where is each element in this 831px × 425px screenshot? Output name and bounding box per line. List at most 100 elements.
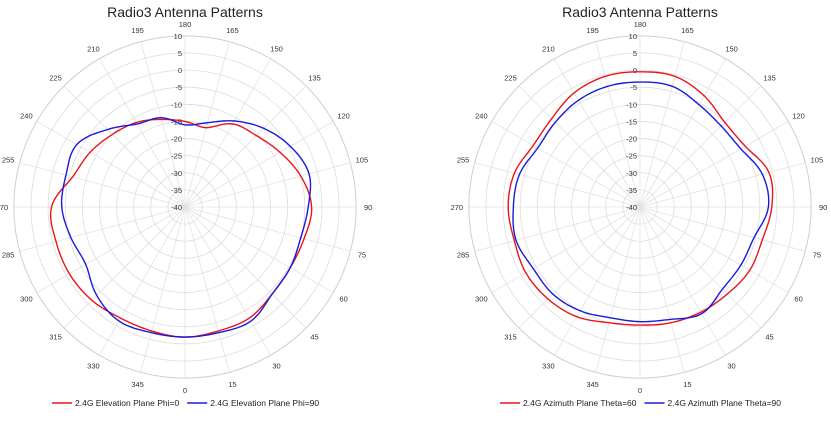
radial-tick-label: -40 <box>626 203 637 212</box>
radial-gridline <box>81 103 289 311</box>
radial-gridline <box>133 155 237 259</box>
radial-tick-label: -20 <box>626 135 637 144</box>
angle-tick-label: 15 <box>228 380 236 389</box>
angle-tick-label: 195 <box>131 26 144 35</box>
angle-tick-label: 225 <box>504 74 517 83</box>
legend-label: 2.4G Elevation Plane Phi=0 <box>75 398 179 408</box>
angle-tick-label: 330 <box>87 362 100 371</box>
angle-tick-label: 285 <box>457 250 470 259</box>
angle-tick-label: 15 <box>683 380 691 389</box>
angle-tick-label: 195 <box>586 26 599 35</box>
angle-tick-label: 210 <box>542 44 555 53</box>
radial-tick-label: -10 <box>171 100 182 109</box>
angle-tick-label: 0 <box>183 386 187 395</box>
radial-gridline <box>150 172 220 242</box>
radial-tick-label: -35 <box>171 186 182 195</box>
angle-tick-label: 240 <box>20 111 33 120</box>
angle-tick-label: 60 <box>339 295 347 304</box>
angle-tick-label: 240 <box>475 111 488 120</box>
angle-tick-label: 225 <box>49 74 62 83</box>
polar-chart-2: Radio3 Antenna Patterns1050-5-10-15-20-2… <box>451 4 828 408</box>
radial-tick-label: -5 <box>630 83 637 92</box>
radial-tick-label: 10 <box>629 32 637 41</box>
series-line-2 <box>60 116 312 338</box>
angle-tick-label: 105 <box>356 156 369 165</box>
radial-gridline <box>167 189 203 225</box>
radial-tick-label: -40 <box>171 203 182 212</box>
radial-tick-label: -30 <box>171 169 182 178</box>
legend-label: 2.4G Azimuth Plane Theta=60 <box>523 398 637 408</box>
radial-gridline <box>519 86 761 328</box>
radial-gridline <box>571 138 709 276</box>
angle-tick-label: 345 <box>131 380 144 389</box>
angle-tick-label: 60 <box>794 295 802 304</box>
radial-tick-label: -5 <box>175 83 182 92</box>
angle-tick-label: 300 <box>20 295 33 304</box>
angle-tick-label: 45 <box>765 332 773 341</box>
radial-gridline <box>47 69 323 345</box>
legend-label: 2.4G Elevation Plane Phi=90 <box>210 398 319 408</box>
series-line-1 <box>507 71 774 326</box>
angle-tick-label: 300 <box>475 295 488 304</box>
radial-gridline <box>64 86 306 328</box>
radial-gridline <box>622 189 658 225</box>
angle-tick-label: 165 <box>226 26 239 35</box>
angle-tick-label: 45 <box>310 332 318 341</box>
radial-tick-label: -10 <box>626 100 637 109</box>
chart-title: Radio3 Antenna Patterns <box>107 4 263 20</box>
radial-gridline <box>536 103 744 311</box>
angle-tick-label: 255 <box>2 156 15 165</box>
angle-tick-label: 180 <box>179 20 192 29</box>
polar-chart-1: Radio3 Antenna Patterns1050-5-10-15-20-2… <box>0 4 372 408</box>
radial-tick-label: 10 <box>174 32 182 41</box>
radial-tick-label: -20 <box>171 135 182 144</box>
angle-tick-label: 315 <box>49 332 62 341</box>
radial-gridline <box>30 52 340 362</box>
angle-tick-label: 180 <box>634 20 647 29</box>
radial-gridline <box>485 52 795 362</box>
series-line-2 <box>512 81 770 323</box>
angle-tick-label: 75 <box>813 250 821 259</box>
radial-gridline <box>502 69 778 345</box>
angle-tick-label: 210 <box>87 44 100 53</box>
angle-tick-label: 150 <box>725 44 738 53</box>
angle-tick-label: 345 <box>586 380 599 389</box>
radial-gridline <box>554 121 726 293</box>
radial-gridline <box>468 35 812 379</box>
angle-tick-label: 270 <box>0 203 8 212</box>
radial-tick-label: 5 <box>178 49 182 58</box>
legend-label: 2.4G Azimuth Plane Theta=90 <box>668 398 782 408</box>
angle-tick-label: 315 <box>504 332 517 341</box>
angle-tick-label: 105 <box>811 156 824 165</box>
radial-tick-label: 0 <box>633 66 637 75</box>
radial-gridline <box>588 155 692 259</box>
angle-tick-label: 90 <box>819 203 827 212</box>
angle-tick-label: 285 <box>2 250 15 259</box>
angle-tick-label: 30 <box>727 362 735 371</box>
angle-tick-label: 135 <box>763 74 776 83</box>
angle-tick-label: 75 <box>358 250 366 259</box>
legend: 2.4G Elevation Plane Phi=0 2.4G Elevation… <box>52 398 319 408</box>
angle-tick-label: 270 <box>451 203 464 212</box>
radial-gridline <box>605 172 675 242</box>
radial-gridline <box>116 138 254 276</box>
chart-title: Radio3 Antenna Patterns <box>562 4 718 20</box>
angle-tick-label: 330 <box>542 362 555 371</box>
angle-tick-label: 135 <box>308 74 321 83</box>
angle-tick-label: 120 <box>337 111 350 120</box>
radial-tick-label: -15 <box>626 117 637 126</box>
angle-tick-label: 120 <box>792 111 805 120</box>
angle-tick-label: 255 <box>457 156 470 165</box>
angle-tick-label: 150 <box>270 44 283 53</box>
angle-tick-label: 165 <box>681 26 694 35</box>
radial-tick-label: -25 <box>626 152 637 161</box>
legend: 2.4G Azimuth Plane Theta=60 2.4G Azimuth … <box>500 398 781 408</box>
angle-tick-label: 90 <box>364 203 372 212</box>
radial-gridline <box>13 35 357 379</box>
radial-tick-label: 5 <box>633 49 637 58</box>
radial-tick-label: 0 <box>178 66 182 75</box>
angle-tick-label: 30 <box>272 362 280 371</box>
radial-tick-label: -25 <box>171 152 182 161</box>
radial-tick-label: -35 <box>626 186 637 195</box>
